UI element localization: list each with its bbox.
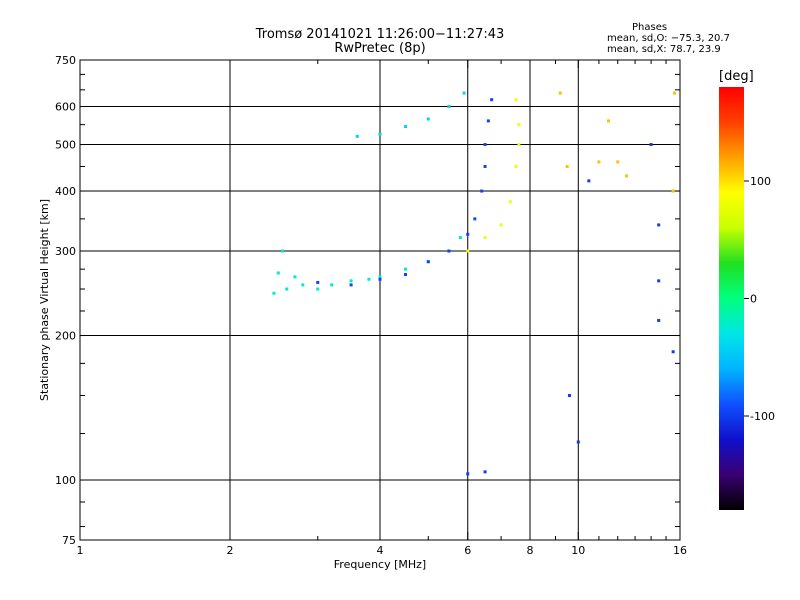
colorbar-tick-label: 0 [750, 293, 757, 306]
scatter-point [514, 164, 518, 168]
phases-x-stats: mean, sd,X: 78.7, 23.9 [607, 44, 721, 55]
scatter-point [466, 232, 470, 236]
colorbar-label: [deg] [719, 69, 754, 84]
y-tick-label: 500 [55, 139, 76, 152]
scatter-point [597, 160, 601, 164]
scatter-point [367, 277, 371, 281]
x-tick-label: 10 [571, 544, 585, 557]
scatter-point [490, 98, 494, 102]
scatter-point [657, 279, 661, 283]
scatter-point [483, 236, 487, 240]
scatter-point [403, 267, 407, 271]
scatter-point [458, 236, 462, 240]
scatter-point [480, 189, 484, 193]
scatter-point [462, 91, 466, 95]
chart-title: Tromsø 20141021 11:26:00−11:27:43 [255, 27, 505, 42]
x-tick-label: 2 [227, 544, 234, 557]
scatter-point [330, 283, 334, 287]
scatter-point [499, 223, 503, 227]
scatter-point [517, 123, 521, 127]
colorbar [719, 87, 744, 510]
y-tick-label: 200 [55, 330, 76, 343]
scatter-point [657, 223, 661, 227]
x-tick-label: 8 [527, 544, 534, 557]
scatter-point [281, 249, 285, 253]
scatter-point [517, 143, 521, 147]
scatter-points [272, 91, 677, 476]
scatter-point [272, 291, 276, 295]
scatter-point [483, 164, 487, 168]
x-tick-label: 6 [464, 544, 471, 557]
scatter-point [301, 283, 305, 287]
scatter-point [565, 164, 569, 168]
grid-lines [80, 60, 680, 540]
scatter-point [466, 472, 470, 476]
scatter-point [558, 91, 562, 95]
phases-title: Phases [632, 22, 668, 33]
colorbar-tick-label: 100 [750, 175, 771, 188]
scatter-point [657, 318, 661, 322]
scatter-point [607, 119, 611, 123]
scatter-point [276, 271, 280, 275]
scatter-point [447, 249, 451, 253]
scatter-point [483, 470, 487, 474]
y-tick-label: 100 [55, 474, 76, 487]
x-axis-ticks: 1 2 4 6 8 10 16 [77, 60, 687, 557]
scatter-point [426, 260, 430, 264]
x-tick-label: 1 [77, 544, 84, 557]
scatter-point [378, 132, 382, 136]
scatter-point [671, 189, 675, 193]
scatter-point [649, 143, 653, 147]
scatter-point [378, 275, 382, 279]
y-tick-label: 75 [62, 534, 76, 547]
x-axis-label: Frequency [MHz] [334, 558, 426, 571]
scatter-point [355, 134, 359, 138]
scatter-point [625, 174, 629, 178]
scatter-point [285, 287, 289, 291]
scatter-point [316, 280, 320, 284]
scatter-point [349, 279, 353, 283]
x-tick-label: 16 [673, 544, 687, 557]
colorbar-tick-label: -100 [750, 410, 775, 423]
colorbar-ticks: 100 0 -100 [744, 175, 775, 423]
scatter-point [316, 287, 320, 291]
y-tick-label: 300 [55, 245, 76, 258]
x-tick-label: 4 [377, 544, 384, 557]
scatter-point [426, 117, 430, 121]
scatter-point [293, 275, 297, 279]
y-tick-label: 400 [55, 185, 76, 198]
scatter-point [673, 91, 677, 95]
scatter-point [473, 217, 477, 221]
scatter-point [403, 273, 407, 277]
scatter-point [514, 98, 518, 102]
y-axis-ticks: 75 100 200 300 400 500 600 750 [55, 54, 680, 547]
chart-subtitle: RwPretec (8p) [334, 41, 426, 56]
y-tick-label: 750 [55, 54, 76, 67]
scatter-point [576, 440, 580, 444]
scatter-point [447, 105, 451, 109]
scatter-point [587, 179, 591, 183]
scatter-point [378, 277, 382, 281]
scatter-point [567, 394, 571, 398]
scatter-point [671, 350, 675, 354]
scatter-point [508, 200, 512, 204]
scatter-point [403, 125, 407, 129]
phases-o-stats: mean, sd,O: −75.3, 20.7 [607, 33, 730, 44]
scatter-point [466, 249, 470, 253]
scatter-point [486, 119, 490, 123]
scatter-point [349, 283, 353, 287]
scatter-point [483, 143, 487, 147]
scatter-point [616, 160, 620, 164]
y-axis-label: Stationary phase Virtual Height [km] [38, 199, 51, 401]
y-tick-label: 600 [55, 101, 76, 114]
